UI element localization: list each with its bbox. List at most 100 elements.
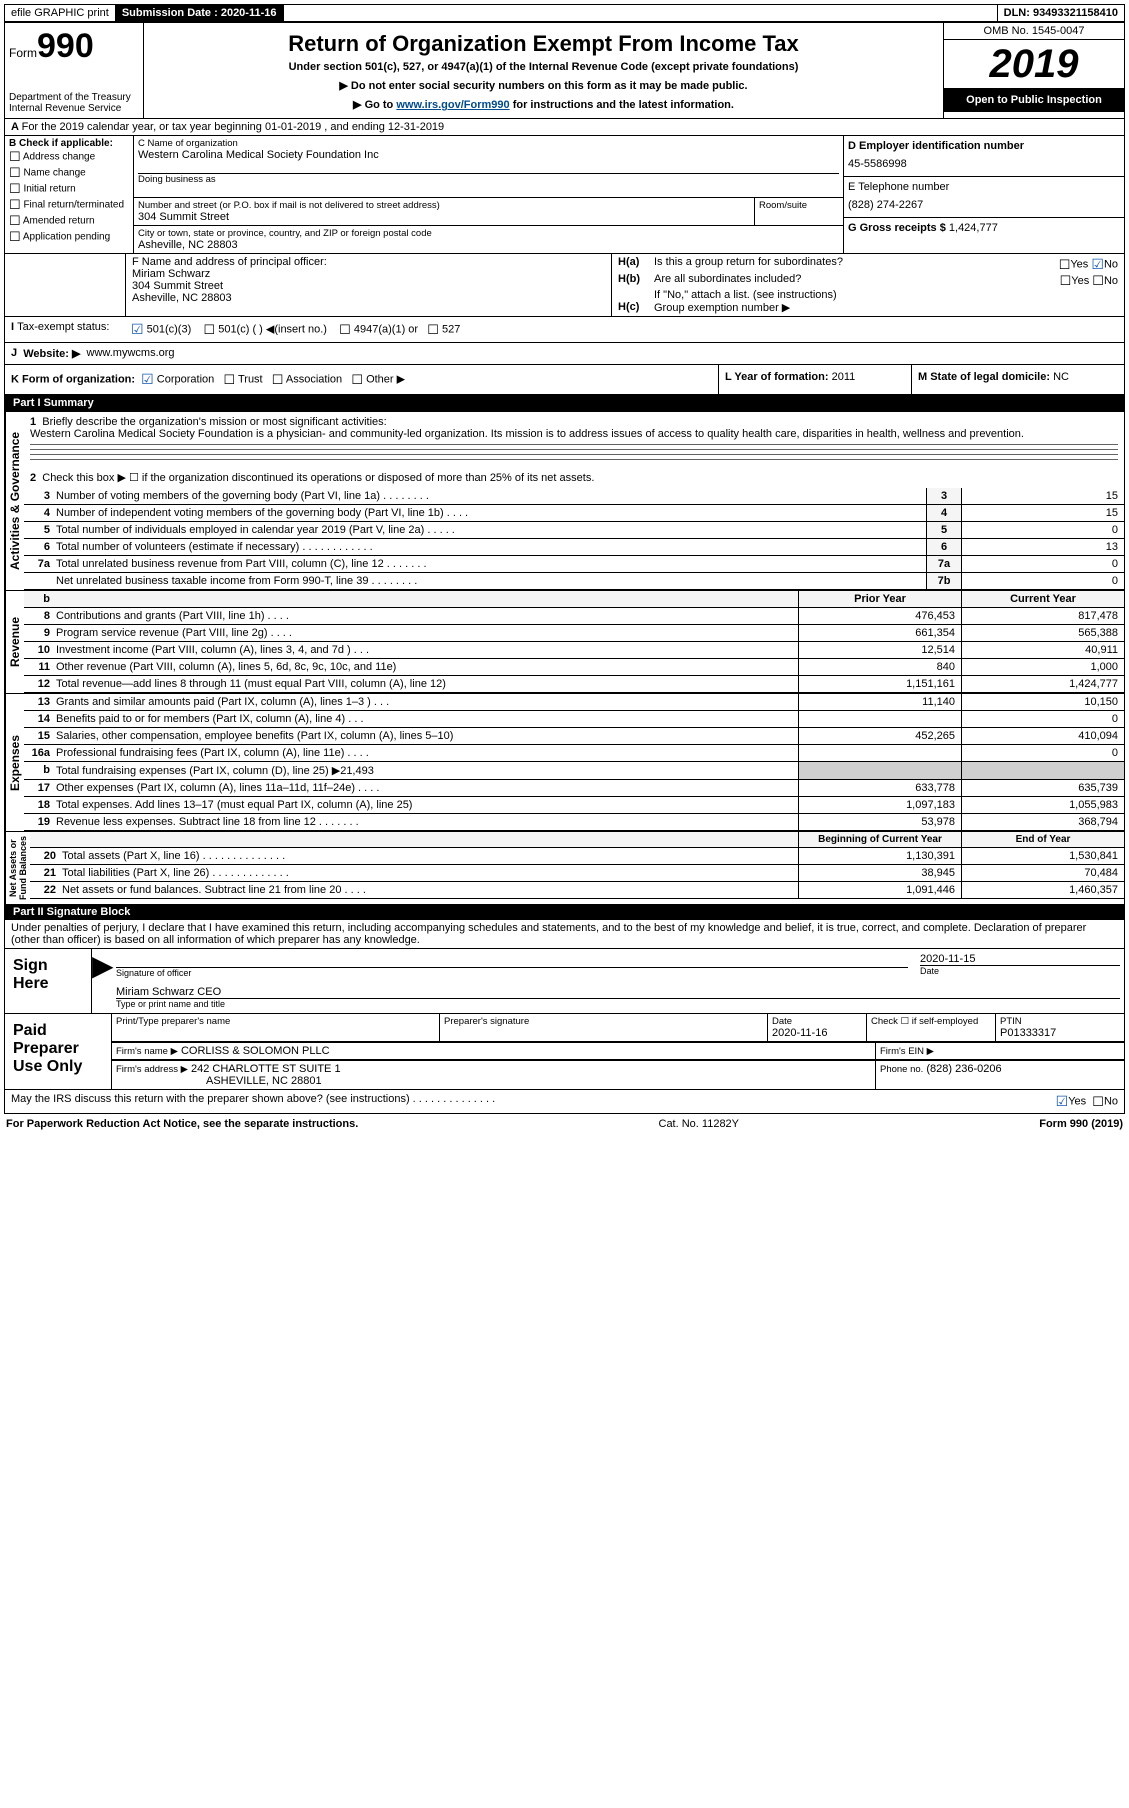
- ptin-lbl: PTIN: [1000, 1016, 1120, 1027]
- note-ssn: Do not enter social security numbers on …: [152, 79, 935, 92]
- line-item: 9Program service revenue (Part VIII, lin…: [24, 625, 1124, 642]
- officer-addr1: 304 Summit Street: [132, 280, 605, 292]
- efile-label: efile GRAPHIC print: [5, 5, 116, 21]
- ein: 45-5586998: [848, 152, 1120, 172]
- chk-amended[interactable]: Amended return: [9, 213, 129, 229]
- q2-text: Check this box ▶ ☐ if the organization d…: [42, 472, 594, 484]
- line-item: 7aTotal unrelated business revenue from …: [24, 556, 1124, 573]
- submission-date: Submission Date : 2020-11-16: [116, 5, 284, 21]
- box-b-label: B Check if applicable:: [9, 138, 129, 149]
- note-goto-pre: Go to: [365, 99, 397, 111]
- form-label: Form: [9, 46, 37, 60]
- chk-other[interactable]: [351, 373, 363, 385]
- prep-self-emp[interactable]: Check ☐ if self-employed: [871, 1016, 991, 1027]
- street-address: 304 Summit Street: [138, 211, 750, 223]
- line-item: 21Total liabilities (Part X, line 26) . …: [30, 865, 1124, 882]
- prep-date: 2020-11-16: [772, 1027, 862, 1039]
- prep-name-lbl: Print/Type preparer's name: [116, 1016, 435, 1027]
- hdr-end: End of Year: [961, 832, 1124, 847]
- part1-header: Part I Summary: [5, 395, 1124, 411]
- firm-addr1: 242 CHARLOTTE ST SUITE 1: [191, 1063, 341, 1075]
- line-item: 12Total revenue—add lines 8 through 11 (…: [24, 676, 1124, 693]
- chk-address-change[interactable]: Address change: [9, 149, 129, 165]
- top-bar: efile GRAPHIC print Submission Date : 20…: [4, 4, 1125, 22]
- line-item: 10Investment income (Part VIII, column (…: [24, 642, 1124, 659]
- city-state-zip: Asheville, NC 28803: [138, 239, 839, 251]
- officer-addr2: Asheville, NC 28803: [132, 292, 605, 304]
- chk-501c[interactable]: [203, 323, 215, 335]
- form-subtitle: Under section 501(c), 527, or 4947(a)(1)…: [152, 61, 935, 73]
- chk-pending[interactable]: Application pending: [9, 229, 129, 245]
- box-d-label: D Employer identification number: [848, 140, 1120, 152]
- line-item: 18Total expenses. Add lines 13–17 (must …: [24, 797, 1124, 814]
- tax-year: 2019: [944, 40, 1124, 88]
- chk-final-return[interactable]: Final return/terminated: [9, 197, 129, 213]
- sign-here-label: Sign Here: [5, 949, 91, 1013]
- ptin: P01333317: [1000, 1027, 1120, 1039]
- line-item: 22Net assets or fund balances. Subtract …: [30, 882, 1124, 899]
- line-item: 11Other revenue (Part VIII, column (A), …: [24, 659, 1124, 676]
- box-c-name-label: C Name of organization: [138, 138, 839, 149]
- line-item: 15Salaries, other compensation, employee…: [24, 728, 1124, 745]
- line-item: 17Other expenses (Part IX, column (A), l…: [24, 780, 1124, 797]
- box-e-label: E Telephone number: [848, 181, 1120, 193]
- box-i-label: Tax-exempt status:: [17, 321, 109, 333]
- box-f-label: F Name and address of principal officer:: [132, 256, 605, 268]
- line-item: 5Total number of individuals employed in…: [24, 522, 1124, 539]
- firm-phone: (828) 236-0206: [926, 1063, 1001, 1075]
- part2-header: Part II Signature Block: [5, 904, 1124, 920]
- chk-assoc[interactable]: [272, 373, 284, 385]
- telephone: (828) 274-2267: [848, 193, 1120, 213]
- box-g-label: G Gross receipts $: [848, 222, 946, 234]
- box-k-label: K Form of organization:: [11, 373, 135, 385]
- firm-name: CORLISS & SOLOMON PLLC: [181, 1045, 330, 1057]
- chk-trust[interactable]: [223, 373, 235, 385]
- chk-corp[interactable]: [141, 373, 154, 385]
- side-expenses: Expenses: [5, 694, 24, 831]
- line-item: 19Revenue less expenses. Subtract line 1…: [24, 814, 1124, 831]
- discuss-yes[interactable]: [1056, 1095, 1069, 1107]
- line-item: 20Total assets (Part X, line 16) . . . .…: [30, 848, 1124, 865]
- spacer: [284, 5, 998, 21]
- sign-arrow-icon: ▶: [91, 949, 112, 1013]
- line-item: 6Total number of volunteers (estimate if…: [24, 539, 1124, 556]
- discuss-no[interactable]: [1092, 1095, 1104, 1107]
- box-m-label: M State of legal domicile:: [918, 371, 1050, 383]
- dln: DLN: 93493321158410: [998, 5, 1124, 21]
- line-item: 16aProfessional fundraising fees (Part I…: [24, 745, 1124, 762]
- instructions-link[interactable]: www.irs.gov/Form990: [396, 99, 509, 111]
- hdr-prior-year: Prior Year: [798, 591, 961, 607]
- chk-501c3[interactable]: [131, 323, 144, 335]
- chk-4947[interactable]: [339, 323, 351, 335]
- side-revenue: Revenue: [5, 591, 24, 693]
- chk-527[interactable]: [427, 323, 439, 335]
- chk-name-change[interactable]: Name change: [9, 165, 129, 181]
- h-a: Is this a group return for subordinates?: [654, 256, 1059, 273]
- year-formation: 2011: [832, 371, 856, 383]
- website: www.mywcms.org: [87, 347, 175, 360]
- org-name: Western Carolina Medical Society Foundat…: [138, 149, 839, 161]
- h-c: Group exemption number ▶: [654, 301, 790, 314]
- h-b-note: If "No," attach a list. (see instruction…: [618, 289, 1118, 301]
- firm-ein-lbl: Firm's EIN ▶: [880, 1046, 934, 1057]
- q1-label: Briefly describe the organization's miss…: [42, 416, 386, 428]
- paid-preparer-label: Paid Preparer Use Only: [5, 1014, 111, 1089]
- hdr-beginning: Beginning of Current Year: [798, 832, 961, 847]
- state-domicile: NC: [1053, 371, 1069, 383]
- side-net-assets: Net Assets orFund Balances: [5, 832, 30, 904]
- chk-initial-return[interactable]: Initial return: [9, 181, 129, 197]
- room-label: Room/suite: [754, 198, 843, 225]
- line-item: 4Number of independent voting members of…: [24, 505, 1124, 522]
- line-item: 14Benefits paid to or for members (Part …: [24, 711, 1124, 728]
- firm-addr-lbl: Firm's address ▶: [116, 1064, 188, 1075]
- sign-date: 2020-11-15: [920, 953, 1120, 965]
- form-number: 990: [37, 27, 94, 65]
- perjury-declaration: Under penalties of perjury, I declare th…: [5, 920, 1124, 948]
- line-item: 8Contributions and grants (Part VIII, li…: [24, 608, 1124, 625]
- h-b: Are all subordinates included?: [654, 273, 1060, 289]
- form-header: Form990 Department of the Treasury Inter…: [5, 23, 1124, 119]
- line-item: Net unrelated business taxable income fr…: [24, 573, 1124, 590]
- hdr-current-year: Current Year: [961, 591, 1124, 607]
- footer-left: For Paperwork Reduction Act Notice, see …: [6, 1118, 358, 1130]
- line-item: bTotal fundraising expenses (Part IX, co…: [24, 762, 1124, 780]
